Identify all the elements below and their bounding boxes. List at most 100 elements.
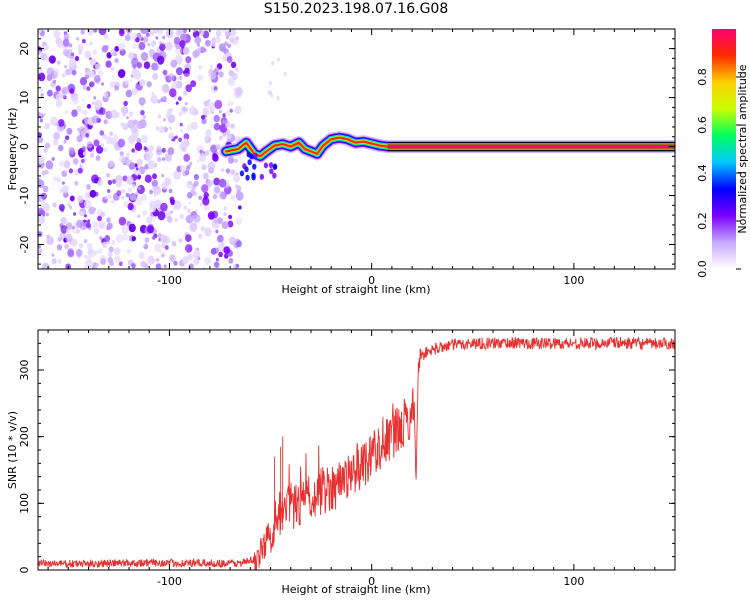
noise-blob — [185, 56, 192, 64]
noise-blob — [66, 127, 73, 135]
noise-blob — [95, 155, 101, 161]
noise-blob — [210, 72, 214, 77]
noise-blob — [82, 38, 86, 44]
noise-blob — [52, 202, 57, 208]
spectrogram-ytick-label: 10 — [18, 91, 31, 105]
noise-blob — [42, 185, 49, 193]
noise-blob — [127, 187, 132, 193]
colorbar-tick-label: 0.0 — [696, 260, 709, 278]
noise-blob — [108, 194, 112, 199]
noise-blob — [69, 88, 75, 95]
noise-blob — [190, 121, 198, 130]
noise-blob — [213, 186, 221, 194]
noise-blob — [238, 205, 242, 210]
noise-blob — [230, 123, 235, 129]
noise-blob — [44, 142, 51, 149]
noise-blob — [78, 243, 84, 249]
noise-blob — [125, 80, 129, 85]
snr-ytick-label: 100 — [18, 493, 31, 514]
noise-blob — [82, 151, 87, 156]
noise-blob — [38, 50, 42, 55]
noise-blob — [138, 97, 146, 106]
snr-xtick-label: 0 — [368, 575, 375, 588]
noise-blob — [89, 152, 95, 158]
noise-blob — [110, 66, 115, 71]
noise-blob — [227, 43, 232, 48]
noise-blob — [149, 204, 157, 213]
noise-blob — [62, 181, 65, 185]
noise-blob — [57, 119, 65, 127]
noise-blob — [169, 88, 177, 98]
noise-blob — [86, 86, 91, 92]
noise-blob — [87, 219, 91, 223]
noise-blob — [153, 29, 158, 34]
noise-blob — [38, 244, 41, 249]
colorbar: 0.0 0.2 0.4 0.6 0.8 Normalized spectral ampl… — [696, 29, 749, 278]
noise-blob — [276, 96, 280, 101]
noise-blob — [134, 149, 139, 155]
noise-blob — [142, 209, 148, 216]
noise-blob — [88, 206, 96, 215]
noise-blob — [219, 109, 222, 114]
noise-blob — [38, 155, 45, 165]
noise-blob — [230, 238, 234, 243]
noise-blob — [236, 189, 242, 196]
noise-blob — [213, 261, 220, 269]
noise-blob — [44, 55, 50, 62]
noise-blob — [58, 204, 65, 212]
noise-blob — [89, 81, 95, 88]
noise-blob — [78, 50, 83, 55]
noise-blob — [46, 89, 53, 97]
noise-blob — [175, 101, 179, 105]
noise-blob — [218, 251, 223, 258]
noise-blob — [48, 55, 56, 64]
snr-ylabel: SNR (10 * v/v) — [6, 411, 19, 489]
noise-blob — [145, 32, 150, 38]
noise-blob — [101, 82, 104, 86]
snr-series — [38, 336, 675, 570]
noise-blob — [210, 144, 218, 154]
noise-blob — [147, 42, 151, 47]
noise-blob — [38, 72, 46, 82]
noise-blob — [168, 132, 174, 140]
noise-blob — [185, 234, 192, 242]
noise-blob — [131, 57, 139, 67]
noise-blob — [117, 138, 126, 148]
noise-blob — [225, 30, 231, 38]
noise-blob — [128, 223, 136, 233]
noise-blob — [39, 118, 43, 123]
noise-blob — [72, 158, 79, 165]
noise-blob — [234, 105, 242, 115]
noise-blob — [204, 135, 210, 141]
noise-blob — [121, 105, 129, 115]
noise-blob — [232, 174, 241, 183]
noise-blob — [91, 101, 95, 106]
noise-blob — [121, 189, 126, 194]
noise-blob — [180, 33, 188, 42]
noise-blob — [225, 35, 229, 40]
ridge-blob — [268, 162, 274, 169]
noise-blob — [125, 152, 131, 158]
noise-blob — [137, 186, 141, 190]
noise-blob — [71, 225, 79, 234]
noise-blob — [271, 61, 275, 66]
noise-blob — [93, 29, 98, 33]
noise-blob — [152, 72, 159, 80]
noise-blob — [128, 111, 134, 117]
noise-blob — [146, 81, 152, 88]
noise-blob — [62, 48, 70, 57]
noise-blob — [97, 215, 102, 222]
noise-blob — [144, 237, 150, 243]
noise-blob — [101, 241, 108, 248]
noise-blob — [77, 44, 84, 52]
noise-blob — [157, 55, 165, 65]
noise-blob — [76, 135, 83, 143]
noise-blob — [86, 242, 93, 250]
noise-blob — [116, 190, 122, 197]
noise-blob — [84, 258, 93, 269]
noise-blob — [115, 179, 122, 188]
noise-blob — [95, 145, 104, 154]
noise-blob — [211, 41, 216, 47]
noise-blob — [185, 84, 192, 93]
noise-blob — [192, 50, 200, 59]
